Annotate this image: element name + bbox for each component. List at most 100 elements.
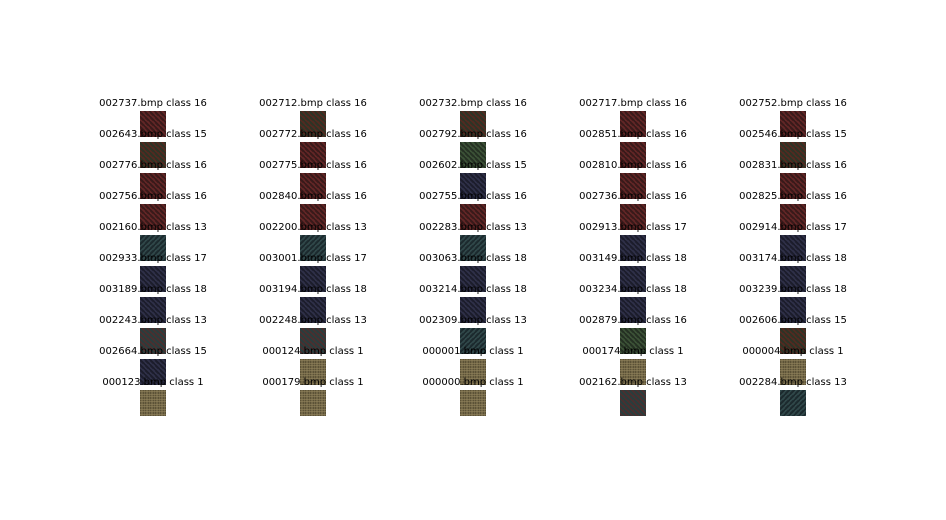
texture-thumbnail (300, 266, 326, 292)
texture-thumbnail (620, 266, 646, 292)
image-label: 002772.bmp class 16 (259, 129, 367, 140)
image-tile: 002756.bmp class 16 (63, 191, 243, 230)
image-tile: 002913.bmp class 17 (543, 222, 723, 261)
image-label: 003149.bmp class 18 (579, 253, 687, 264)
texture-thumbnail (300, 359, 326, 385)
image-label: 003239.bmp class 18 (739, 284, 847, 295)
image-tile: 002825.bmp class 16 (703, 191, 883, 230)
image-label: 002752.bmp class 16 (739, 98, 847, 109)
image-tile: 000004.bmp class 1 (703, 346, 883, 385)
texture-thumbnail (620, 328, 646, 354)
image-label: 002732.bmp class 16 (419, 98, 527, 109)
image-tile: 002200.bmp class 13 (223, 222, 403, 261)
texture-thumbnail (140, 111, 166, 137)
image-tile: 002602.bmp class 15 (383, 160, 563, 199)
texture-thumbnail (620, 173, 646, 199)
image-label: 002825.bmp class 16 (739, 191, 847, 202)
image-tile: 002792.bmp class 16 (383, 129, 563, 168)
image-label: 002755.bmp class 16 (419, 191, 527, 202)
texture-thumbnail (780, 297, 806, 323)
image-label: 002248.bmp class 13 (259, 315, 367, 326)
image-label: 002606.bmp class 15 (739, 315, 847, 326)
texture-thumbnail (460, 297, 486, 323)
texture-thumbnail (780, 111, 806, 137)
image-tile: 002283.bmp class 13 (383, 222, 563, 261)
image-label: 002243.bmp class 13 (99, 315, 207, 326)
image-tile: 003001.bmp class 17 (223, 253, 403, 292)
image-label: 002775.bmp class 16 (259, 160, 367, 171)
image-label: 002664.bmp class 15 (99, 346, 207, 357)
texture-thumbnail (780, 235, 806, 261)
image-tile: 002914.bmp class 17 (703, 222, 883, 261)
image-tile: 002606.bmp class 15 (703, 315, 883, 354)
image-tile: 002248.bmp class 13 (223, 315, 403, 354)
texture-thumbnail (780, 390, 806, 416)
texture-thumbnail (140, 235, 166, 261)
texture-thumbnail (140, 328, 166, 354)
image-tile: 000179.bmp class 1 (223, 377, 403, 416)
texture-thumbnail (140, 266, 166, 292)
image-label: 002643.bmp class 15 (99, 129, 207, 140)
image-tile: 002717.bmp class 16 (543, 98, 723, 137)
image-label: 002200.bmp class 13 (259, 222, 367, 233)
texture-thumbnail (460, 204, 486, 230)
image-label: 002933.bmp class 17 (99, 253, 207, 264)
texture-thumbnail (140, 173, 166, 199)
image-label: 000124.bmp class 1 (262, 346, 364, 357)
image-tile: 002712.bmp class 16 (223, 98, 403, 137)
image-label: 003234.bmp class 18 (579, 284, 687, 295)
texture-thumbnail (300, 173, 326, 199)
texture-thumbnail (780, 173, 806, 199)
texture-thumbnail (780, 142, 806, 168)
image-tile: 003149.bmp class 18 (543, 253, 723, 292)
image-label: 003189.bmp class 18 (99, 284, 207, 295)
image-label: 002162.bmp class 13 (579, 377, 687, 388)
image-tile: 003214.bmp class 18 (383, 284, 563, 323)
texture-thumbnail (300, 142, 326, 168)
image-tile: 003194.bmp class 18 (223, 284, 403, 323)
texture-thumbnail (620, 204, 646, 230)
texture-thumbnail (620, 111, 646, 137)
image-tile: 003189.bmp class 18 (63, 284, 243, 323)
image-tile: 000001.bmp class 1 (383, 346, 563, 385)
image-tile: 003239.bmp class 18 (703, 284, 883, 323)
image-tile: 002775.bmp class 16 (223, 160, 403, 199)
texture-thumbnail (300, 297, 326, 323)
image-tile: 000174.bmp class 1 (543, 346, 723, 385)
image-label: 000004.bmp class 1 (742, 346, 844, 357)
texture-thumbnail (780, 266, 806, 292)
image-tile: 002772.bmp class 16 (223, 129, 403, 168)
texture-thumbnail (460, 390, 486, 416)
texture-thumbnail (460, 111, 486, 137)
image-label: 002712.bmp class 16 (259, 98, 367, 109)
image-tile: 002664.bmp class 15 (63, 346, 243, 385)
texture-thumbnail (780, 204, 806, 230)
image-label: 002717.bmp class 16 (579, 98, 687, 109)
texture-thumbnail (620, 390, 646, 416)
image-label: 002810.bmp class 16 (579, 160, 687, 171)
texture-thumbnail (460, 328, 486, 354)
texture-thumbnail (460, 142, 486, 168)
image-label: 002736.bmp class 16 (579, 191, 687, 202)
image-label: 000001.bmp class 1 (422, 346, 524, 357)
image-tile: 002755.bmp class 16 (383, 191, 563, 230)
image-label: 002284.bmp class 13 (739, 377, 847, 388)
image-tile: 002243.bmp class 13 (63, 315, 243, 354)
image-tile: 003234.bmp class 18 (543, 284, 723, 323)
image-label: 002309.bmp class 13 (419, 315, 527, 326)
image-tile: 002160.bmp class 13 (63, 222, 243, 261)
image-label: 002913.bmp class 17 (579, 222, 687, 233)
texture-thumbnail (140, 390, 166, 416)
image-tile: 002933.bmp class 17 (63, 253, 243, 292)
image-tile: 002776.bmp class 16 (63, 160, 243, 199)
image-label: 002283.bmp class 13 (419, 222, 527, 233)
texture-thumbnail (140, 297, 166, 323)
image-label: 003001.bmp class 17 (259, 253, 367, 264)
image-tile: 002851.bmp class 16 (543, 129, 723, 168)
texture-thumbnail (780, 328, 806, 354)
image-tile: 002736.bmp class 16 (543, 191, 723, 230)
texture-thumbnail (780, 359, 806, 385)
image-label: 000000.bmp class 1 (422, 377, 524, 388)
image-label: 002756.bmp class 16 (99, 191, 207, 202)
